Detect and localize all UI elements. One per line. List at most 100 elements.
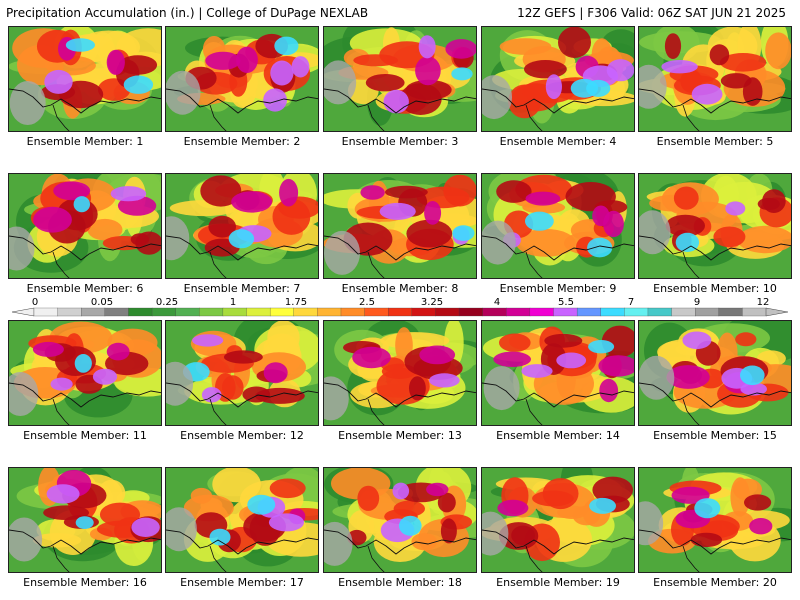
border-line — [682, 104, 700, 131]
coastline — [324, 235, 476, 261]
coastline — [9, 382, 161, 408]
colorbar-tick-label: 9 — [693, 297, 701, 308]
colorbar-swatch — [435, 307, 460, 317]
ensemble-member-map — [638, 320, 792, 426]
precip-field — [482, 468, 634, 572]
coastline — [639, 235, 791, 261]
colorbar-swatch — [458, 307, 484, 317]
border-line — [209, 251, 227, 278]
coastline — [324, 529, 476, 555]
ensemble-member-map — [481, 320, 635, 426]
coastline — [639, 529, 791, 555]
colorbar-swatch — [718, 307, 743, 317]
ensemble-member-label: Ensemble Member: 7 — [183, 282, 301, 295]
colorbar-tick-label: 4 — [493, 297, 501, 308]
ensemble-member-label: Ensemble Member: 17 — [180, 576, 304, 589]
colorbar-swatch — [104, 307, 129, 317]
coastline — [639, 88, 791, 114]
colorbar-swatch — [695, 307, 720, 317]
colorbar-swatch — [222, 307, 247, 317]
border-line — [367, 104, 385, 131]
border-line — [525, 104, 543, 131]
border-line — [52, 545, 70, 572]
colorbar-swatch — [576, 307, 602, 317]
ensemble-member-label: Ensemble Member: 5 — [656, 135, 774, 148]
colorbar-swatch — [269, 307, 295, 317]
border-line — [52, 398, 70, 425]
coastline — [166, 235, 318, 261]
ensemble-member-map — [323, 173, 477, 279]
ensemble-member-map — [638, 26, 792, 132]
ensemble-member-map — [323, 467, 477, 573]
ensemble-member-map — [8, 173, 162, 279]
precip-colorbar — [11, 307, 789, 317]
colorbar-swatch — [624, 307, 649, 317]
colorbar-swatch — [293, 307, 318, 317]
ensemble-member-label: Ensemble Member: 1 — [26, 135, 144, 148]
border-line — [682, 545, 700, 572]
ensemble-member-map — [323, 320, 477, 426]
map-title: Precipitation Accumulation (in.) | Colle… — [6, 6, 369, 20]
ensemble-member-label: Ensemble Member: 18 — [338, 576, 462, 589]
precip-field — [324, 174, 476, 278]
coastline — [482, 382, 634, 408]
ensemble-member-label: Ensemble Member: 4 — [499, 135, 617, 148]
precip-field — [639, 321, 791, 425]
ensemble-member-label: Ensemble Member: 3 — [341, 135, 459, 148]
colorbar-tick-label: 12 — [756, 297, 770, 308]
precip-field — [639, 468, 791, 572]
border-line — [367, 398, 385, 425]
colorbar-swatch — [482, 307, 507, 317]
ensemble-member-map — [638, 173, 792, 279]
border-line — [525, 398, 543, 425]
colorbar-tick-label: 5.5 — [558, 297, 574, 308]
colorbar-swatch — [33, 307, 59, 317]
ensemble-member-label: Ensemble Member: 6 — [26, 282, 144, 295]
precip-field — [482, 27, 634, 131]
colorbar-max-arrow — [765, 307, 789, 317]
precip-field — [9, 321, 161, 425]
border-line — [525, 545, 543, 572]
precip-field — [482, 321, 634, 425]
ensemble-member-map — [165, 320, 319, 426]
ensemble-member-label: Ensemble Member: 19 — [496, 576, 620, 589]
ensemble-member-map — [481, 467, 635, 573]
ensemble-member-map — [638, 467, 792, 573]
precip-field — [482, 174, 634, 278]
colorbar-swatch — [175, 307, 200, 317]
colorbar-swatch — [246, 307, 271, 317]
colorbar-swatch — [199, 307, 224, 317]
colorbar-swatch — [553, 307, 578, 317]
border-line — [682, 398, 700, 425]
colorbar-swatch — [600, 307, 625, 317]
ensemble-member-map — [323, 26, 477, 132]
colorbar-swatch — [411, 307, 436, 317]
ensemble-member-map — [8, 467, 162, 573]
colorbar-swatch — [506, 307, 531, 317]
border-line — [52, 251, 70, 278]
coastline — [166, 382, 318, 408]
colorbar-swatch — [57, 307, 82, 317]
border-line — [682, 251, 700, 278]
border-line — [209, 104, 227, 131]
precip-field — [166, 321, 318, 425]
coastline — [9, 235, 161, 261]
colorbar-tick-label: 3.25 — [420, 297, 444, 308]
coastline — [482, 529, 634, 555]
colorbar-tick-label: 0 — [31, 297, 39, 308]
coastline — [166, 529, 318, 555]
colorbar-swatch — [742, 307, 767, 317]
colorbar-swatch — [364, 307, 389, 317]
ensemble-member-label: Ensemble Member: 13 — [338, 429, 462, 442]
model-run-info: 12Z GEFS | F306 Valid: 06Z SAT JUN 21 20… — [517, 6, 786, 20]
ensemble-member-label: Ensemble Member: 11 — [23, 429, 147, 442]
ensemble-member-label: Ensemble Member: 8 — [341, 282, 459, 295]
coastline — [482, 235, 634, 261]
colorbar-tick-label: 7 — [627, 297, 635, 308]
coastline — [639, 382, 791, 408]
ensemble-member-label: Ensemble Member: 12 — [180, 429, 304, 442]
ensemble-member-label: Ensemble Member: 2 — [183, 135, 301, 148]
colorbar-tick-label: 0.05 — [90, 297, 114, 308]
colorbar-tick-label: 1.75 — [284, 297, 308, 308]
colorbar-swatch — [388, 307, 413, 317]
